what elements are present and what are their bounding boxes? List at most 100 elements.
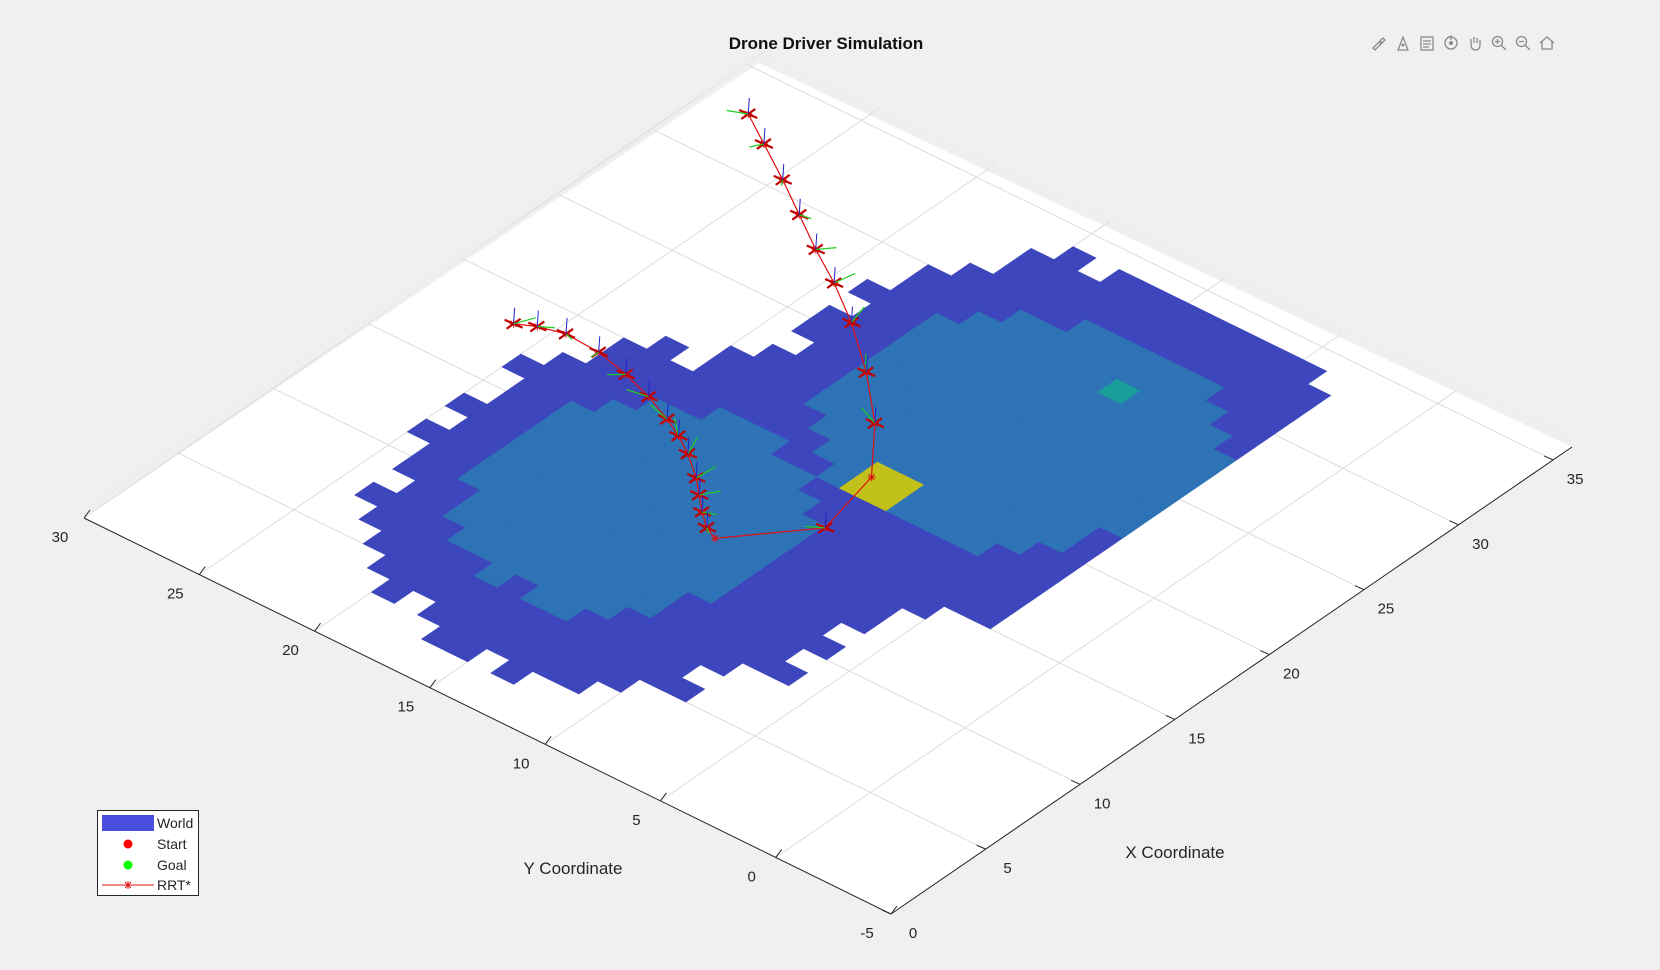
grid-line-y [199,107,881,575]
x-tick [1449,520,1459,526]
drone-up-axis [815,233,818,250]
drone-marker [726,97,758,120]
drone-heading [749,143,765,148]
brush-icon[interactable] [1368,32,1390,54]
world-cell-mid [700,406,744,432]
drone-up-axis [698,478,701,495]
world-cell-mid [916,312,961,338]
rotate-3d-icon[interactable] [1440,32,1462,54]
drone-marker [686,461,717,484]
drone-marker [650,403,677,426]
x-tick [881,909,892,915]
world-cell-mid [551,400,595,426]
world-cell-low [1053,246,1097,272]
y-tick [660,792,667,802]
wall-grid-line [758,54,1573,440]
y-tick [83,509,91,519]
drone-up-axis [833,266,836,284]
world-cell-mid [593,398,637,424]
y-tick [544,735,552,745]
x-tick [1165,714,1175,720]
drone-heading [699,490,721,496]
drone-heading [850,306,865,324]
y-tick [890,905,898,915]
zoom-in-icon[interactable] [1488,32,1510,54]
x-tick-label: 25 [1378,601,1395,618]
drone-up-axis [677,419,680,436]
drone-arms [689,489,709,501]
legend-item-goal: Goal [98,855,198,875]
drone-up-axis [648,380,651,397]
drone-up-axis [824,511,827,528]
legend-world-swatch [102,815,154,831]
axis-ticks: 0 5 10 15 20 25 30 35 -5 0 5 10 15 20 25 30 [52,455,1583,942]
drone-up-axis [565,317,568,334]
rrt-node [710,534,719,543]
drone-arms [856,366,876,379]
legend-rrt-star [124,881,132,889]
drone-heading [860,407,876,424]
wall-grid-line [83,54,760,511]
drone-marker [589,336,609,359]
drone-heading [513,317,536,325]
y-tick-label: 25 [167,586,184,603]
drone-marker [504,307,536,330]
home-icon[interactable] [1536,32,1558,54]
world-cell-low [1011,247,1055,273]
x-tick [1354,585,1365,591]
y-tick-label: 5 [632,812,640,829]
legend-icon[interactable] [1416,32,1438,54]
drone-marker [860,407,885,430]
drone-marker [749,127,774,150]
world-cell-low [950,262,994,288]
world-cell-low [847,278,891,304]
wall-grid-line [758,58,1573,444]
x-tick-label: 20 [1283,666,1300,683]
drone-heading [780,179,784,187]
drone-heading [590,351,600,358]
x-tick [1260,650,1270,656]
drone-up-axis [782,163,785,180]
legend: World Start Goal RRT* [97,810,199,896]
zoom-out-icon[interactable] [1512,32,1534,54]
legend-item-world: World [98,813,198,833]
wall-grid-line [83,50,760,507]
axes-toolbar [1368,31,1558,55]
world-cell-low [908,264,952,290]
drone-up-axis [747,97,750,115]
drone-marker [806,233,837,256]
drone-marker [773,163,793,187]
drone-heading [650,404,668,420]
world-cell-low [444,392,488,418]
y-tick-label: 10 [513,755,530,772]
world-cell-low [604,337,648,363]
legend-label: RRT* [157,877,191,893]
drone-heading [833,272,856,284]
drone-up-axis [666,403,669,420]
world-cell-mid [1000,309,1045,335]
wall-grid-line [83,58,760,515]
drone-up-axis [706,511,709,528]
world-cell-mid [1065,319,1110,345]
x-axis-label: X Coordinate [1125,843,1224,862]
drone-heading [673,417,680,436]
y-tick-label: 20 [282,642,299,659]
data-tip-icon[interactable] [1392,32,1414,54]
drone-heading [804,525,826,529]
legend-label: World [157,815,194,831]
y-tick [198,566,206,575]
drone-up-axis [625,358,628,375]
y-tick-label: 15 [398,699,415,716]
world-surface [354,246,1332,703]
drone-heading [626,389,649,398]
drone-up-axis [865,356,868,373]
world-cell-teal [1097,379,1141,405]
world-cell-low [543,352,587,378]
wall-grid-line [758,50,1573,436]
drone-arms [824,277,844,289]
drone-heading [565,333,573,340]
x-tick [1543,455,1554,461]
legend-label: Start [157,836,187,852]
y-tick-label: 30 [52,529,69,546]
pan-icon[interactable] [1464,32,1486,54]
